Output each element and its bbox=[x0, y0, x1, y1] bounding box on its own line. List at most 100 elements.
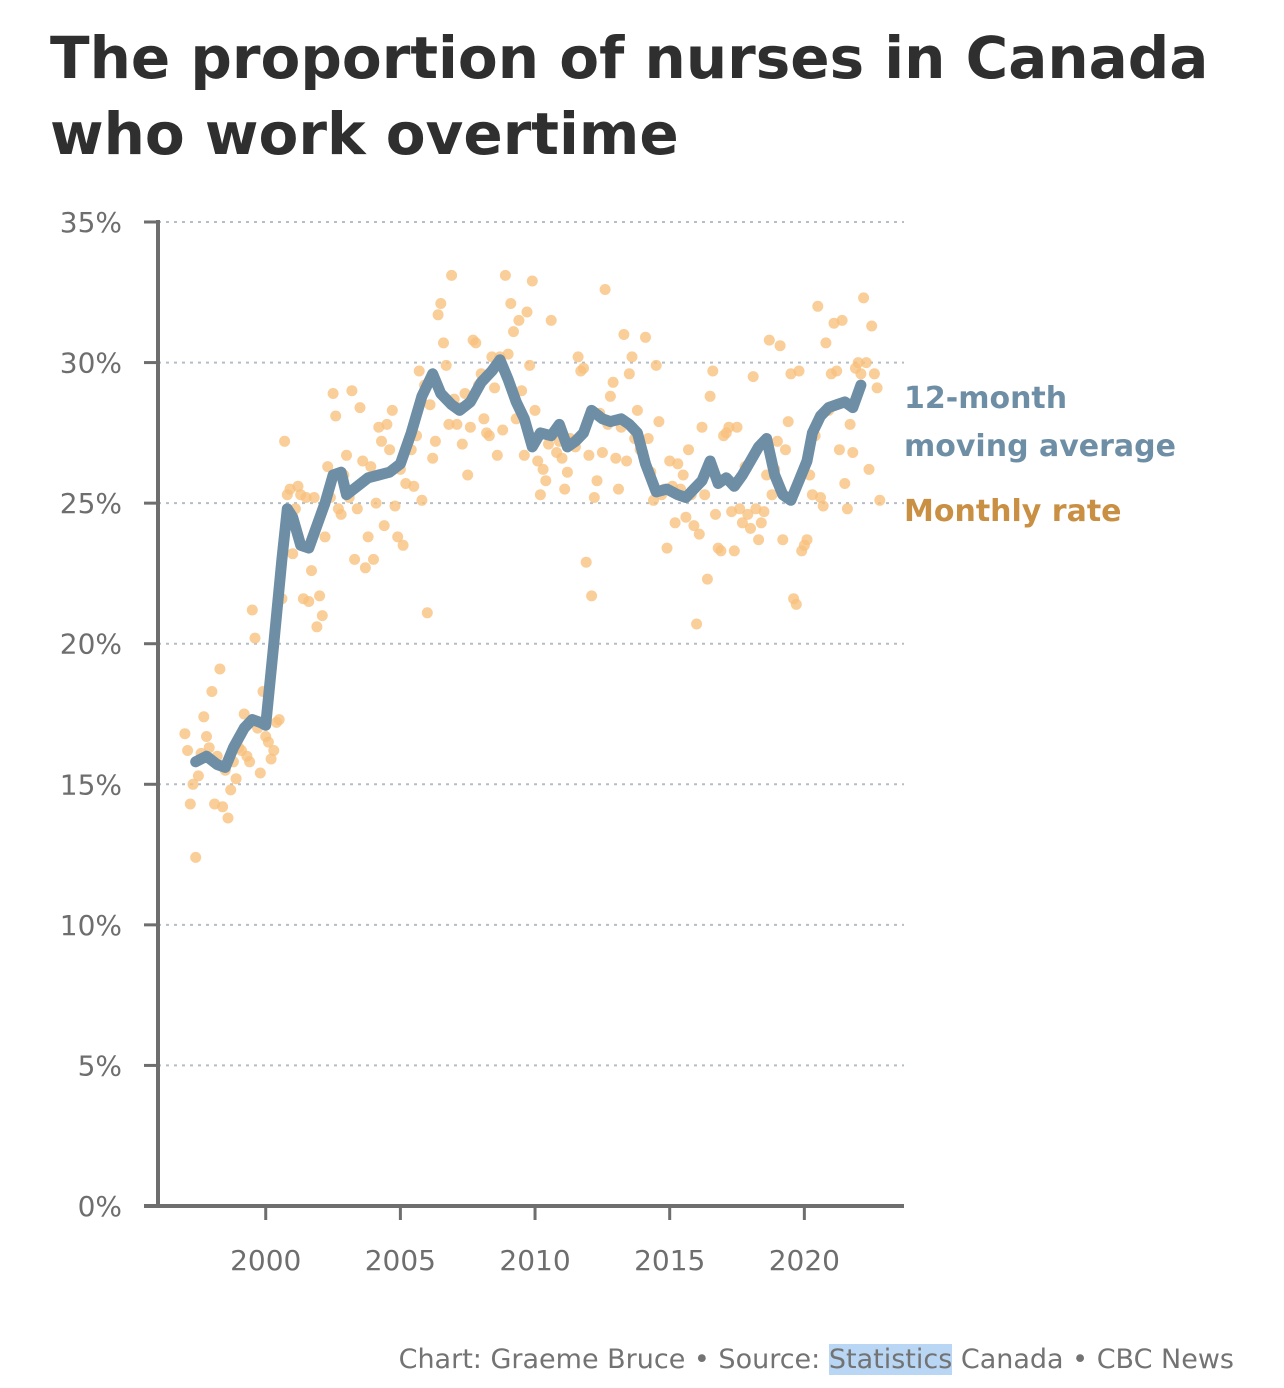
x-tick-label: 2000 bbox=[230, 1244, 301, 1277]
monthly-rate-point bbox=[774, 340, 786, 352]
monthly-rate-point bbox=[532, 455, 544, 467]
monthly-rate-point bbox=[489, 382, 501, 394]
monthly-rate-point bbox=[868, 368, 880, 380]
monthly-rate-point bbox=[561, 466, 573, 478]
monthly-rate-point bbox=[432, 309, 444, 321]
monthly-rate-point bbox=[513, 314, 525, 326]
monthly-rate-point bbox=[521, 306, 533, 318]
monthly-rate-point bbox=[815, 492, 826, 503]
monthly-rate-point bbox=[464, 421, 476, 433]
y-tick-label: 5% bbox=[78, 1049, 122, 1082]
monthly-rate-point bbox=[203, 742, 215, 754]
y-tick-label: 25% bbox=[60, 487, 122, 520]
monthly-rate-point bbox=[187, 778, 199, 790]
monthly-rate-point bbox=[381, 418, 393, 430]
monthly-rate-point bbox=[230, 773, 242, 785]
monthly-rate-point bbox=[311, 621, 323, 633]
monthly-rate-point bbox=[435, 298, 447, 309]
monthly-rate-point bbox=[623, 368, 635, 380]
y-tick-label: 0% bbox=[78, 1190, 122, 1223]
monthly-rate-point bbox=[820, 337, 832, 349]
monthly-rate-point bbox=[777, 534, 789, 546]
monthly-rate-point bbox=[440, 359, 452, 371]
monthly-rate-point bbox=[650, 359, 662, 371]
monthly-rate-point bbox=[438, 337, 449, 349]
monthly-rate-point bbox=[734, 503, 746, 515]
monthly-rate-point bbox=[306, 565, 317, 577]
monthly-rate-point bbox=[421, 607, 433, 619]
monthly-rate-point bbox=[265, 753, 277, 765]
monthly-rate-point bbox=[518, 449, 530, 461]
monthly-rate-points bbox=[179, 269, 886, 863]
legend-moving-average-line2: moving average bbox=[904, 429, 1176, 464]
monthly-rate-point bbox=[613, 483, 624, 495]
credit-suffix: Canada • CBC News bbox=[952, 1344, 1234, 1375]
monthly-rate-point bbox=[731, 421, 743, 433]
monthly-rate-point bbox=[607, 376, 619, 388]
monthly-rate-point bbox=[529, 404, 541, 416]
monthly-rate-point bbox=[653, 416, 665, 428]
x-tick-label: 2010 bbox=[499, 1244, 570, 1277]
monthly-rate-point bbox=[184, 798, 196, 810]
monthly-rate-point bbox=[389, 500, 401, 512]
monthly-rate-point bbox=[526, 275, 538, 287]
monthly-rate-point bbox=[583, 449, 595, 461]
monthly-rate-point bbox=[222, 812, 234, 824]
monthly-rate-point bbox=[545, 314, 557, 326]
monthly-rate-point bbox=[844, 418, 856, 430]
chart-title: The proportion of nurses in Canada who w… bbox=[50, 24, 1209, 168]
monthly-rate-point bbox=[362, 531, 374, 543]
monthly-rate-point bbox=[707, 365, 719, 377]
monthly-rate-point bbox=[543, 438, 554, 450]
monthly-rate-point bbox=[346, 385, 358, 397]
monthly-rate-point bbox=[860, 357, 872, 369]
monthly-rate-point bbox=[357, 455, 369, 467]
monthly-rate-point bbox=[855, 368, 867, 380]
monthly-rate-point bbox=[599, 284, 611, 295]
monthly-rate-point bbox=[254, 767, 266, 779]
monthly-rate-point bbox=[559, 483, 571, 495]
monthly-rate-point bbox=[244, 756, 256, 768]
chart-credit: Chart: Graeme Bruce • Source: Statistics… bbox=[399, 1344, 1234, 1375]
monthly-rate-point bbox=[206, 686, 218, 697]
monthly-rate-point bbox=[327, 388, 339, 399]
monthly-rate-point bbox=[397, 539, 409, 551]
monthly-rate-point bbox=[755, 517, 767, 529]
monthly-rate-point bbox=[626, 351, 638, 363]
monthly-rate-point bbox=[578, 362, 589, 374]
monthly-rate-point bbox=[351, 503, 363, 515]
monthly-rate-point bbox=[586, 590, 598, 602]
monthly-rate-point bbox=[782, 416, 794, 428]
monthly-rate-point bbox=[591, 475, 603, 487]
monthly-rate-point bbox=[368, 553, 379, 565]
monthly-rate-point bbox=[246, 604, 258, 616]
monthly-rate-point bbox=[384, 444, 396, 456]
monthly-rate-point bbox=[249, 632, 261, 644]
monthly-rate-point bbox=[316, 610, 328, 622]
moving-average-line bbox=[190, 354, 867, 773]
credit-prefix: Chart: Graeme Bruce • Source: bbox=[398, 1344, 829, 1375]
monthly-rate-point bbox=[190, 851, 202, 863]
y-tick-label: 35% bbox=[60, 206, 122, 239]
monthly-rate-point bbox=[408, 480, 420, 492]
y-tick-label: 10% bbox=[60, 909, 122, 942]
monthly-rate-point bbox=[742, 508, 754, 520]
monthly-rate-point bbox=[330, 410, 342, 422]
monthly-rate-point bbox=[790, 598, 802, 610]
monthly-rate-point bbox=[642, 433, 654, 444]
monthly-rate-point bbox=[483, 430, 495, 442]
monthly-rate-point bbox=[866, 320, 878, 332]
monthly-rate-point bbox=[780, 444, 791, 456]
monthly-rate-point bbox=[499, 269, 511, 281]
monthly-rate-point bbox=[314, 590, 326, 602]
monthly-rate-point bbox=[370, 497, 382, 509]
monthly-rate-point bbox=[279, 435, 291, 447]
monthly-rate-point bbox=[871, 382, 883, 394]
monthly-rate-point bbox=[839, 478, 851, 489]
credit-highlighted-word: Statistics bbox=[828, 1344, 953, 1375]
x-tick-label: 2015 bbox=[634, 1244, 705, 1277]
monthly-rate-point bbox=[354, 402, 366, 414]
monthly-rate-point bbox=[723, 421, 735, 433]
monthly-rate-point bbox=[556, 452, 568, 464]
monthly-rate-point bbox=[661, 542, 673, 554]
